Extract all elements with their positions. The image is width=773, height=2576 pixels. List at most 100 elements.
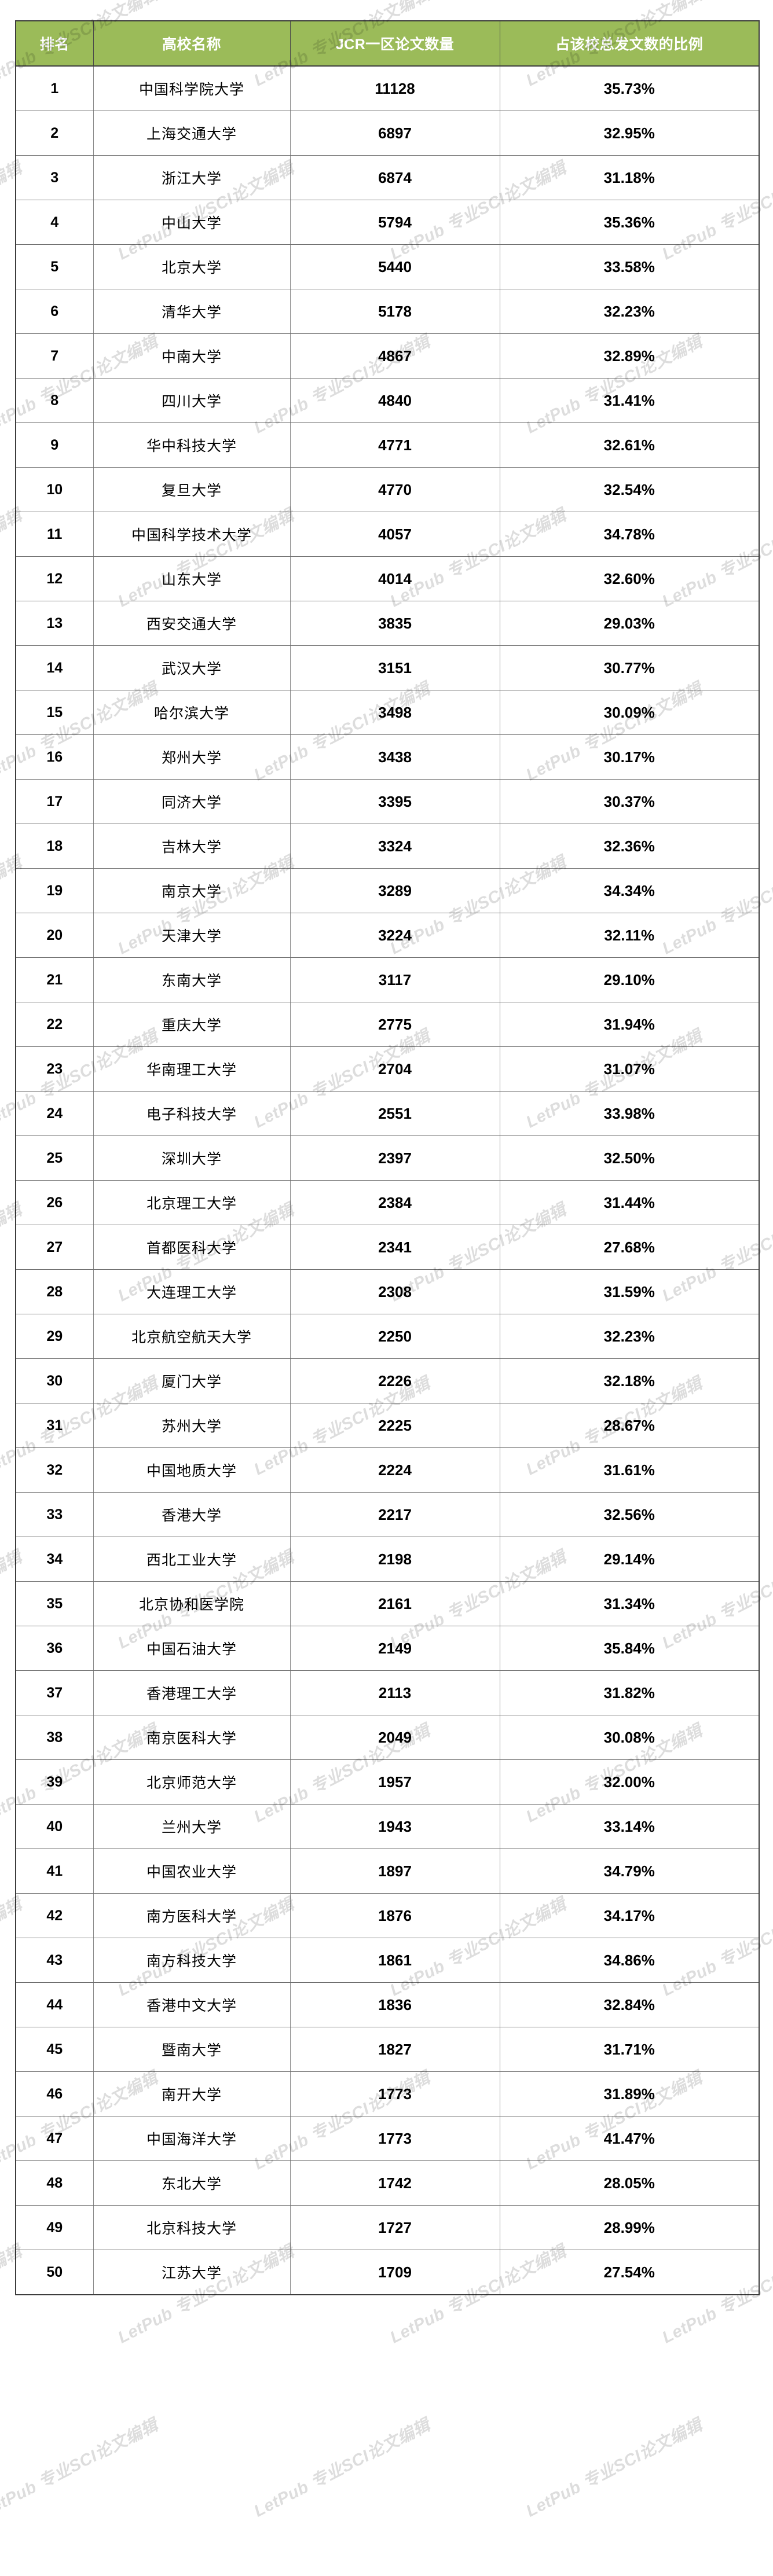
university-name-cell: 中国农业大学 <box>93 1849 291 1894</box>
percentage-cell: 30.37% <box>499 779 760 824</box>
percentage-cell: 28.67% <box>499 1403 760 1448</box>
table-row: 44 香港中文大学 1836 32.84% <box>15 1982 760 2027</box>
rank-cell: 38 <box>15 1715 94 1760</box>
rank-cell: 23 <box>15 1046 94 1092</box>
percentage-cell: 31.89% <box>499 2071 760 2116</box>
percentage-cell: 27.54% <box>499 2250 760 2295</box>
percentage-cell: 31.59% <box>499 1269 760 1314</box>
paper-count-cell: 1827 <box>290 2027 500 2072</box>
university-name-cell: 厦门大学 <box>93 1358 291 1403</box>
percentage-cell: 35.73% <box>499 65 760 111</box>
table-row: 10 复旦大学 4770 32.54% <box>15 467 760 512</box>
rank-cell: 46 <box>15 2071 94 2116</box>
rank-cell: 32 <box>15 1447 94 1493</box>
watermark-text: LetPub 专业SCI论文编辑 <box>251 2416 434 2521</box>
paper-count-cell: 5178 <box>290 289 500 334</box>
paper-count-cell: 1727 <box>290 2205 500 2250</box>
table-row: 21 东南大学 3117 29.10% <box>15 957 760 1002</box>
column-header-rank: 排名 <box>15 20 94 67</box>
paper-count-cell: 2198 <box>290 1537 500 1582</box>
paper-count-cell: 1742 <box>290 2160 500 2206</box>
university-name-cell: 南京大学 <box>93 868 291 913</box>
percentage-cell: 33.98% <box>499 1091 760 1136</box>
university-name-cell: 山东大学 <box>93 556 291 601</box>
percentage-cell: 32.23% <box>499 1314 760 1359</box>
table-row: 29 北京航空航天大学 2250 32.23% <box>15 1314 760 1359</box>
table-row: 3 浙江大学 6874 31.18% <box>15 155 760 200</box>
table-header-row: 排名 高校名称 JCR一区论文数量 占该校总发文数的比例 <box>15 20 760 67</box>
paper-count-cell: 5794 <box>290 200 500 245</box>
rank-cell: 42 <box>15 1893 94 1938</box>
rank-cell: 49 <box>15 2205 94 2250</box>
table-row: 41 中国农业大学 1897 34.79% <box>15 1849 760 1894</box>
paper-count-cell: 2161 <box>290 1581 500 1626</box>
rank-cell: 40 <box>15 1804 94 1849</box>
rank-cell: 50 <box>15 2250 94 2295</box>
percentage-cell: 29.14% <box>499 1537 760 1582</box>
university-name-cell: 西安交通大学 <box>93 601 291 646</box>
paper-count-cell: 2049 <box>290 1715 500 1760</box>
rank-cell: 15 <box>15 690 94 735</box>
rank-cell: 39 <box>15 1759 94 1805</box>
rank-cell: 4 <box>15 200 94 245</box>
rank-cell: 29 <box>15 1314 94 1359</box>
university-name-cell: 华中科技大学 <box>93 422 291 468</box>
rank-cell: 30 <box>15 1358 94 1403</box>
table-row: 31 苏州大学 2225 28.67% <box>15 1403 760 1448</box>
paper-count-cell: 2384 <box>290 1180 500 1225</box>
table-row: 38 南京医科大学 2049 30.08% <box>15 1715 760 1760</box>
table-row: 45 暨南大学 1827 31.71% <box>15 2027 760 2072</box>
rank-cell: 5 <box>15 244 94 289</box>
paper-count-cell: 6897 <box>290 111 500 156</box>
table-row: 47 中国海洋大学 1773 41.47% <box>15 2116 760 2161</box>
university-name-cell: 天津大学 <box>93 913 291 958</box>
paper-count-cell: 2397 <box>290 1136 500 1181</box>
rank-cell: 13 <box>15 601 94 646</box>
rank-cell: 24 <box>15 1091 94 1136</box>
percentage-cell: 33.14% <box>499 1804 760 1849</box>
percentage-cell: 35.36% <box>499 200 760 245</box>
university-ranking-table: 排名 高校名称 JCR一区论文数量 占该校总发文数的比例 1 中国科学院大学 111… <box>15 20 760 2295</box>
paper-count-cell: 1943 <box>290 1804 500 1849</box>
table-row: 8 四川大学 4840 31.41% <box>15 378 760 423</box>
paper-count-cell: 3289 <box>290 868 500 913</box>
university-name-cell: 中山大学 <box>93 200 291 245</box>
university-name-cell: 香港理工大学 <box>93 1670 291 1715</box>
table-row: 12 山东大学 4014 32.60% <box>15 556 760 601</box>
table-row: 50 江苏大学 1709 27.54% <box>15 2250 760 2295</box>
percentage-cell: 32.50% <box>499 1136 760 1181</box>
table-row: 17 同济大学 3395 30.37% <box>15 779 760 824</box>
percentage-cell: 32.11% <box>499 913 760 958</box>
percentage-cell: 32.61% <box>499 422 760 468</box>
rank-cell: 6 <box>15 289 94 334</box>
university-name-cell: 东南大学 <box>93 957 291 1002</box>
rank-cell: 14 <box>15 645 94 690</box>
table-row: 24 电子科技大学 2551 33.98% <box>15 1091 760 1136</box>
university-name-cell: 中国石油大学 <box>93 1626 291 1671</box>
paper-count-cell: 1709 <box>290 2250 500 2295</box>
table-row: 18 吉林大学 3324 32.36% <box>15 824 760 869</box>
percentage-cell: 30.08% <box>499 1715 760 1760</box>
university-name-cell: 香港中文大学 <box>93 1982 291 2027</box>
table-row: 7 中南大学 4867 32.89% <box>15 333 760 379</box>
table-row: 19 南京大学 3289 34.34% <box>15 868 760 913</box>
paper-count-cell: 4840 <box>290 378 500 423</box>
paper-count-cell: 4014 <box>290 556 500 601</box>
rank-cell: 27 <box>15 1225 94 1270</box>
rank-cell: 34 <box>15 1537 94 1582</box>
table-row: 23 华南理工大学 2704 31.07% <box>15 1046 760 1092</box>
percentage-cell: 31.82% <box>499 1670 760 1715</box>
percentage-cell: 31.44% <box>499 1180 760 1225</box>
rank-cell: 2 <box>15 111 94 156</box>
table-row: 1 中国科学院大学 11128 35.73% <box>15 65 760 111</box>
percentage-cell: 34.17% <box>499 1893 760 1938</box>
paper-count-cell: 3224 <box>290 913 500 958</box>
university-name-cell: 北京航空航天大学 <box>93 1314 291 1359</box>
paper-count-cell: 4770 <box>290 467 500 512</box>
paper-count-cell: 4771 <box>290 422 500 468</box>
percentage-cell: 32.00% <box>499 1759 760 1805</box>
university-name-cell: 江苏大学 <box>93 2250 291 2295</box>
watermark-text: LetPub 专业SCI论文编辑 <box>523 2416 706 2521</box>
watermark-text: LetPub 专业SCI论文编辑 <box>0 2416 162 2521</box>
rank-cell: 17 <box>15 779 94 824</box>
